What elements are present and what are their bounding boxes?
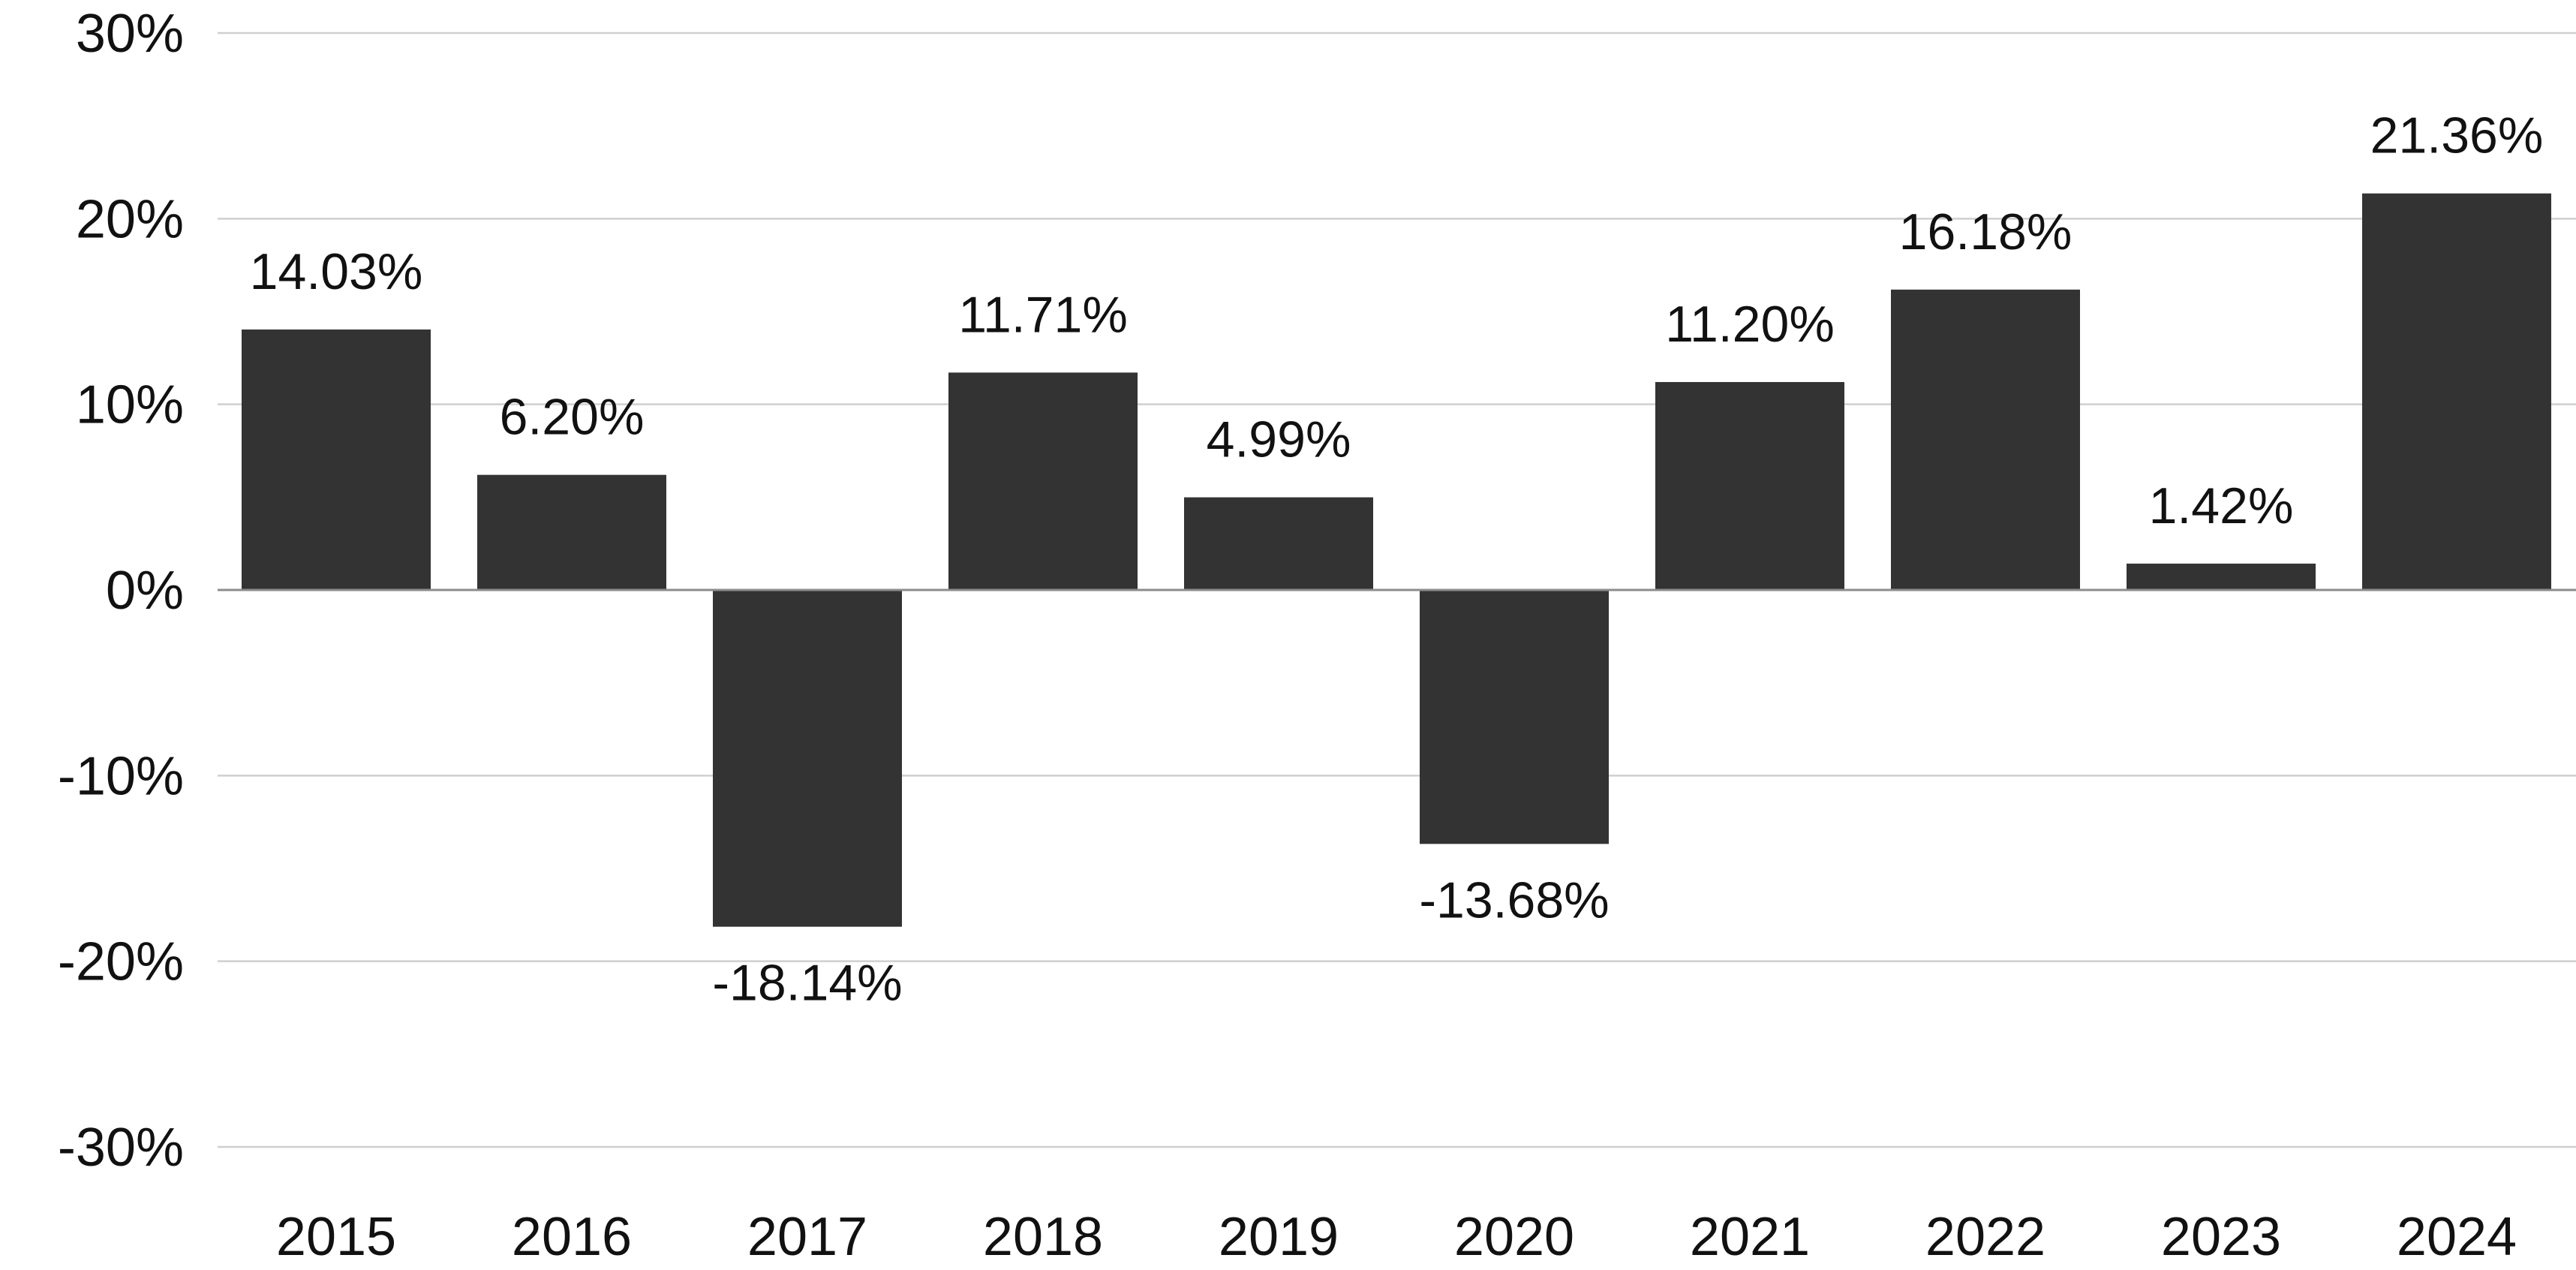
bar-2020 [1420,590,1609,844]
x-tick-label-2016: 2016 [512,1207,632,1267]
bar-2015 [242,329,431,590]
gridlines [218,32,2576,1148]
x-tick-label-2021: 2021 [1690,1207,1810,1267]
y-tick-label: 20% [76,189,184,249]
bar-2018 [948,372,1138,590]
x-tick-label-2015: 2015 [276,1207,396,1267]
bar-2017 [713,590,902,927]
x-tick-label-2020: 2020 [1454,1207,1574,1267]
x-tick-label-2017: 2017 [747,1207,867,1267]
data-label-2019: 4.99% [1207,411,1351,468]
y-axis-ticks: 30% 20% 10% 0% -10% -20% -30% [58,4,184,1178]
x-tick-label-2022: 2022 [1925,1207,2045,1267]
data-labels: 14.03% 6.20% -18.14% 11.71% 4.99% -13.68% 11.2… [250,107,2544,1012]
data-label-2018: 11.71% [958,286,1128,343]
y-tick-label: 10% [76,375,184,435]
x-tick-label-2023: 2023 [2161,1207,2281,1267]
data-label-2020: -13.68% [1419,871,1609,928]
bar-2016 [477,474,666,590]
data-label-2017: -18.14% [712,955,902,1012]
y-tick-label: -20% [58,932,184,992]
x-tick-label-2018: 2018 [983,1207,1103,1267]
x-axis-ticks: 2015 2016 2017 2018 2019 2020 2021 2022 2023 2024 [276,1207,2517,1267]
bar-2024 [2362,193,2551,590]
bar-2022 [1891,289,2080,590]
bar-2021 [1655,381,1844,590]
data-label-2022: 16.18% [1899,203,2073,260]
data-label-2021: 11.20% [1665,296,1835,353]
y-tick-label: 30% [76,4,184,64]
x-tick-label-2019: 2019 [1219,1207,1339,1267]
y-tick-label: -30% [58,1118,184,1178]
data-label-2023: 1.42% [2149,477,2294,534]
data-label-2015: 14.03% [250,243,423,300]
y-tick-label: 0% [106,561,184,621]
data-label-2016: 6.20% [500,389,645,446]
data-label-2024: 21.36% [2370,107,2544,164]
x-tick-label-2024: 2024 [2397,1207,2517,1267]
bars [242,193,2551,927]
y-tick-label: -10% [58,746,184,806]
bar-2019 [1184,497,1373,590]
bar-2023 [2127,563,2316,590]
